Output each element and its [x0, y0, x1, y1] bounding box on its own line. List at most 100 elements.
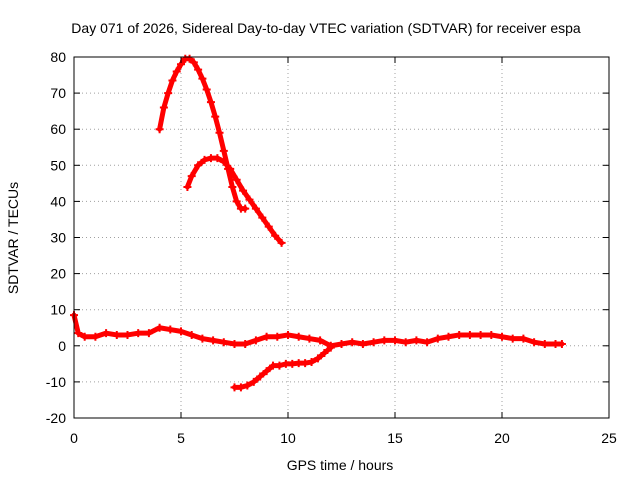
- data-point: [226, 164, 235, 173]
- y-tick-label: 40: [50, 193, 66, 209]
- data-point: [206, 98, 215, 107]
- data-point: [164, 89, 173, 98]
- data-point: [258, 213, 267, 222]
- data-point: [294, 332, 303, 341]
- data-point: [530, 338, 539, 347]
- data-series: [70, 54, 566, 392]
- data-point: [316, 336, 325, 345]
- data-point: [455, 330, 464, 339]
- data-point: [91, 332, 100, 341]
- y-tick-label: 0: [58, 338, 66, 354]
- series-line: [184, 155, 285, 246]
- data-point: [74, 329, 83, 338]
- data-point: [271, 231, 280, 240]
- data-point: [305, 334, 314, 343]
- data-point: [249, 377, 258, 386]
- x-tick-label: 0: [70, 430, 78, 446]
- data-point: [198, 74, 207, 83]
- data-point: [219, 338, 228, 347]
- data-point: [337, 339, 346, 348]
- data-point: [194, 65, 203, 74]
- y-axis-title: SDTVAR / TECUs: [5, 182, 21, 294]
- x-tick-label: 15: [387, 430, 403, 446]
- y-tick-label: 60: [50, 121, 66, 137]
- data-point: [423, 338, 432, 347]
- data-point: [412, 336, 421, 345]
- data-point: [284, 330, 292, 339]
- x-axis-ticks: 0 5 10 15 20 25: [70, 57, 617, 446]
- data-point: [232, 197, 241, 206]
- data-point: [487, 330, 496, 339]
- data-point: [219, 157, 228, 166]
- data-point: [239, 186, 248, 195]
- chart-title: Day 071 of 2026, Sidereal Day-to-day VTE…: [71, 20, 581, 36]
- data-point: [245, 195, 254, 204]
- data-point: [320, 349, 329, 358]
- data-point: [194, 161, 203, 170]
- data-point: [202, 85, 211, 94]
- data-point: [134, 329, 143, 338]
- data-point: [209, 336, 218, 345]
- data-point: [155, 323, 164, 332]
- series-line: [232, 345, 334, 390]
- series-near-zero-band: [70, 311, 566, 350]
- series-arc-peak-52: [183, 154, 286, 247]
- data-point: [380, 336, 389, 345]
- x-tick-label: 10: [280, 430, 296, 446]
- data-point: [508, 334, 517, 343]
- data-point: [313, 354, 322, 363]
- data-point: [264, 222, 273, 231]
- data-point: [251, 336, 260, 345]
- data-point: [401, 338, 410, 347]
- data-point: [228, 182, 237, 191]
- series-negative-arc: [230, 343, 335, 392]
- data-point: [123, 330, 132, 339]
- y-tick-label: 50: [50, 157, 66, 173]
- grid-lines: [74, 57, 609, 418]
- data-point: [256, 372, 265, 381]
- data-point: [168, 76, 177, 85]
- data-point: [213, 154, 222, 163]
- data-point: [465, 330, 474, 339]
- data-point: [277, 238, 286, 247]
- data-point: [301, 359, 310, 368]
- data-point: [185, 54, 194, 63]
- data-point: [369, 338, 378, 347]
- data-point: [112, 330, 121, 339]
- y-tick-label: 30: [50, 230, 66, 246]
- data-point: [275, 361, 284, 370]
- data-point: [519, 334, 528, 343]
- data-point: [241, 339, 250, 348]
- data-point: [307, 358, 316, 367]
- data-point: [251, 204, 260, 213]
- data-point: [172, 67, 181, 76]
- data-point: [230, 339, 239, 348]
- y-axis-ticks: -20 -10 0 10 20 30 40 50 60 70 80: [46, 49, 609, 426]
- y-tick-label: 70: [50, 85, 66, 101]
- data-point: [236, 383, 245, 392]
- x-tick-label: 25: [601, 430, 617, 446]
- data-point: [433, 334, 442, 343]
- data-point: [144, 329, 153, 338]
- x-tick-label: 5: [177, 430, 185, 446]
- data-point: [348, 338, 357, 347]
- data-point: [187, 330, 196, 339]
- data-point: [476, 330, 485, 339]
- y-tick-label: 20: [50, 266, 66, 282]
- y-tick-label: 80: [50, 49, 66, 65]
- data-point: [198, 334, 207, 343]
- data-point: [262, 332, 271, 341]
- data-point: [273, 332, 282, 341]
- data-point: [166, 325, 175, 334]
- data-point: [189, 58, 198, 67]
- data-point: [557, 339, 566, 348]
- y-tick-label: 10: [50, 302, 66, 318]
- data-point: [211, 112, 220, 121]
- y-tick-label: -10: [46, 374, 66, 390]
- data-point: [540, 339, 549, 348]
- data-point: [358, 339, 367, 348]
- data-point: [444, 332, 453, 341]
- data-point: [391, 336, 399, 345]
- data-point: [215, 128, 224, 137]
